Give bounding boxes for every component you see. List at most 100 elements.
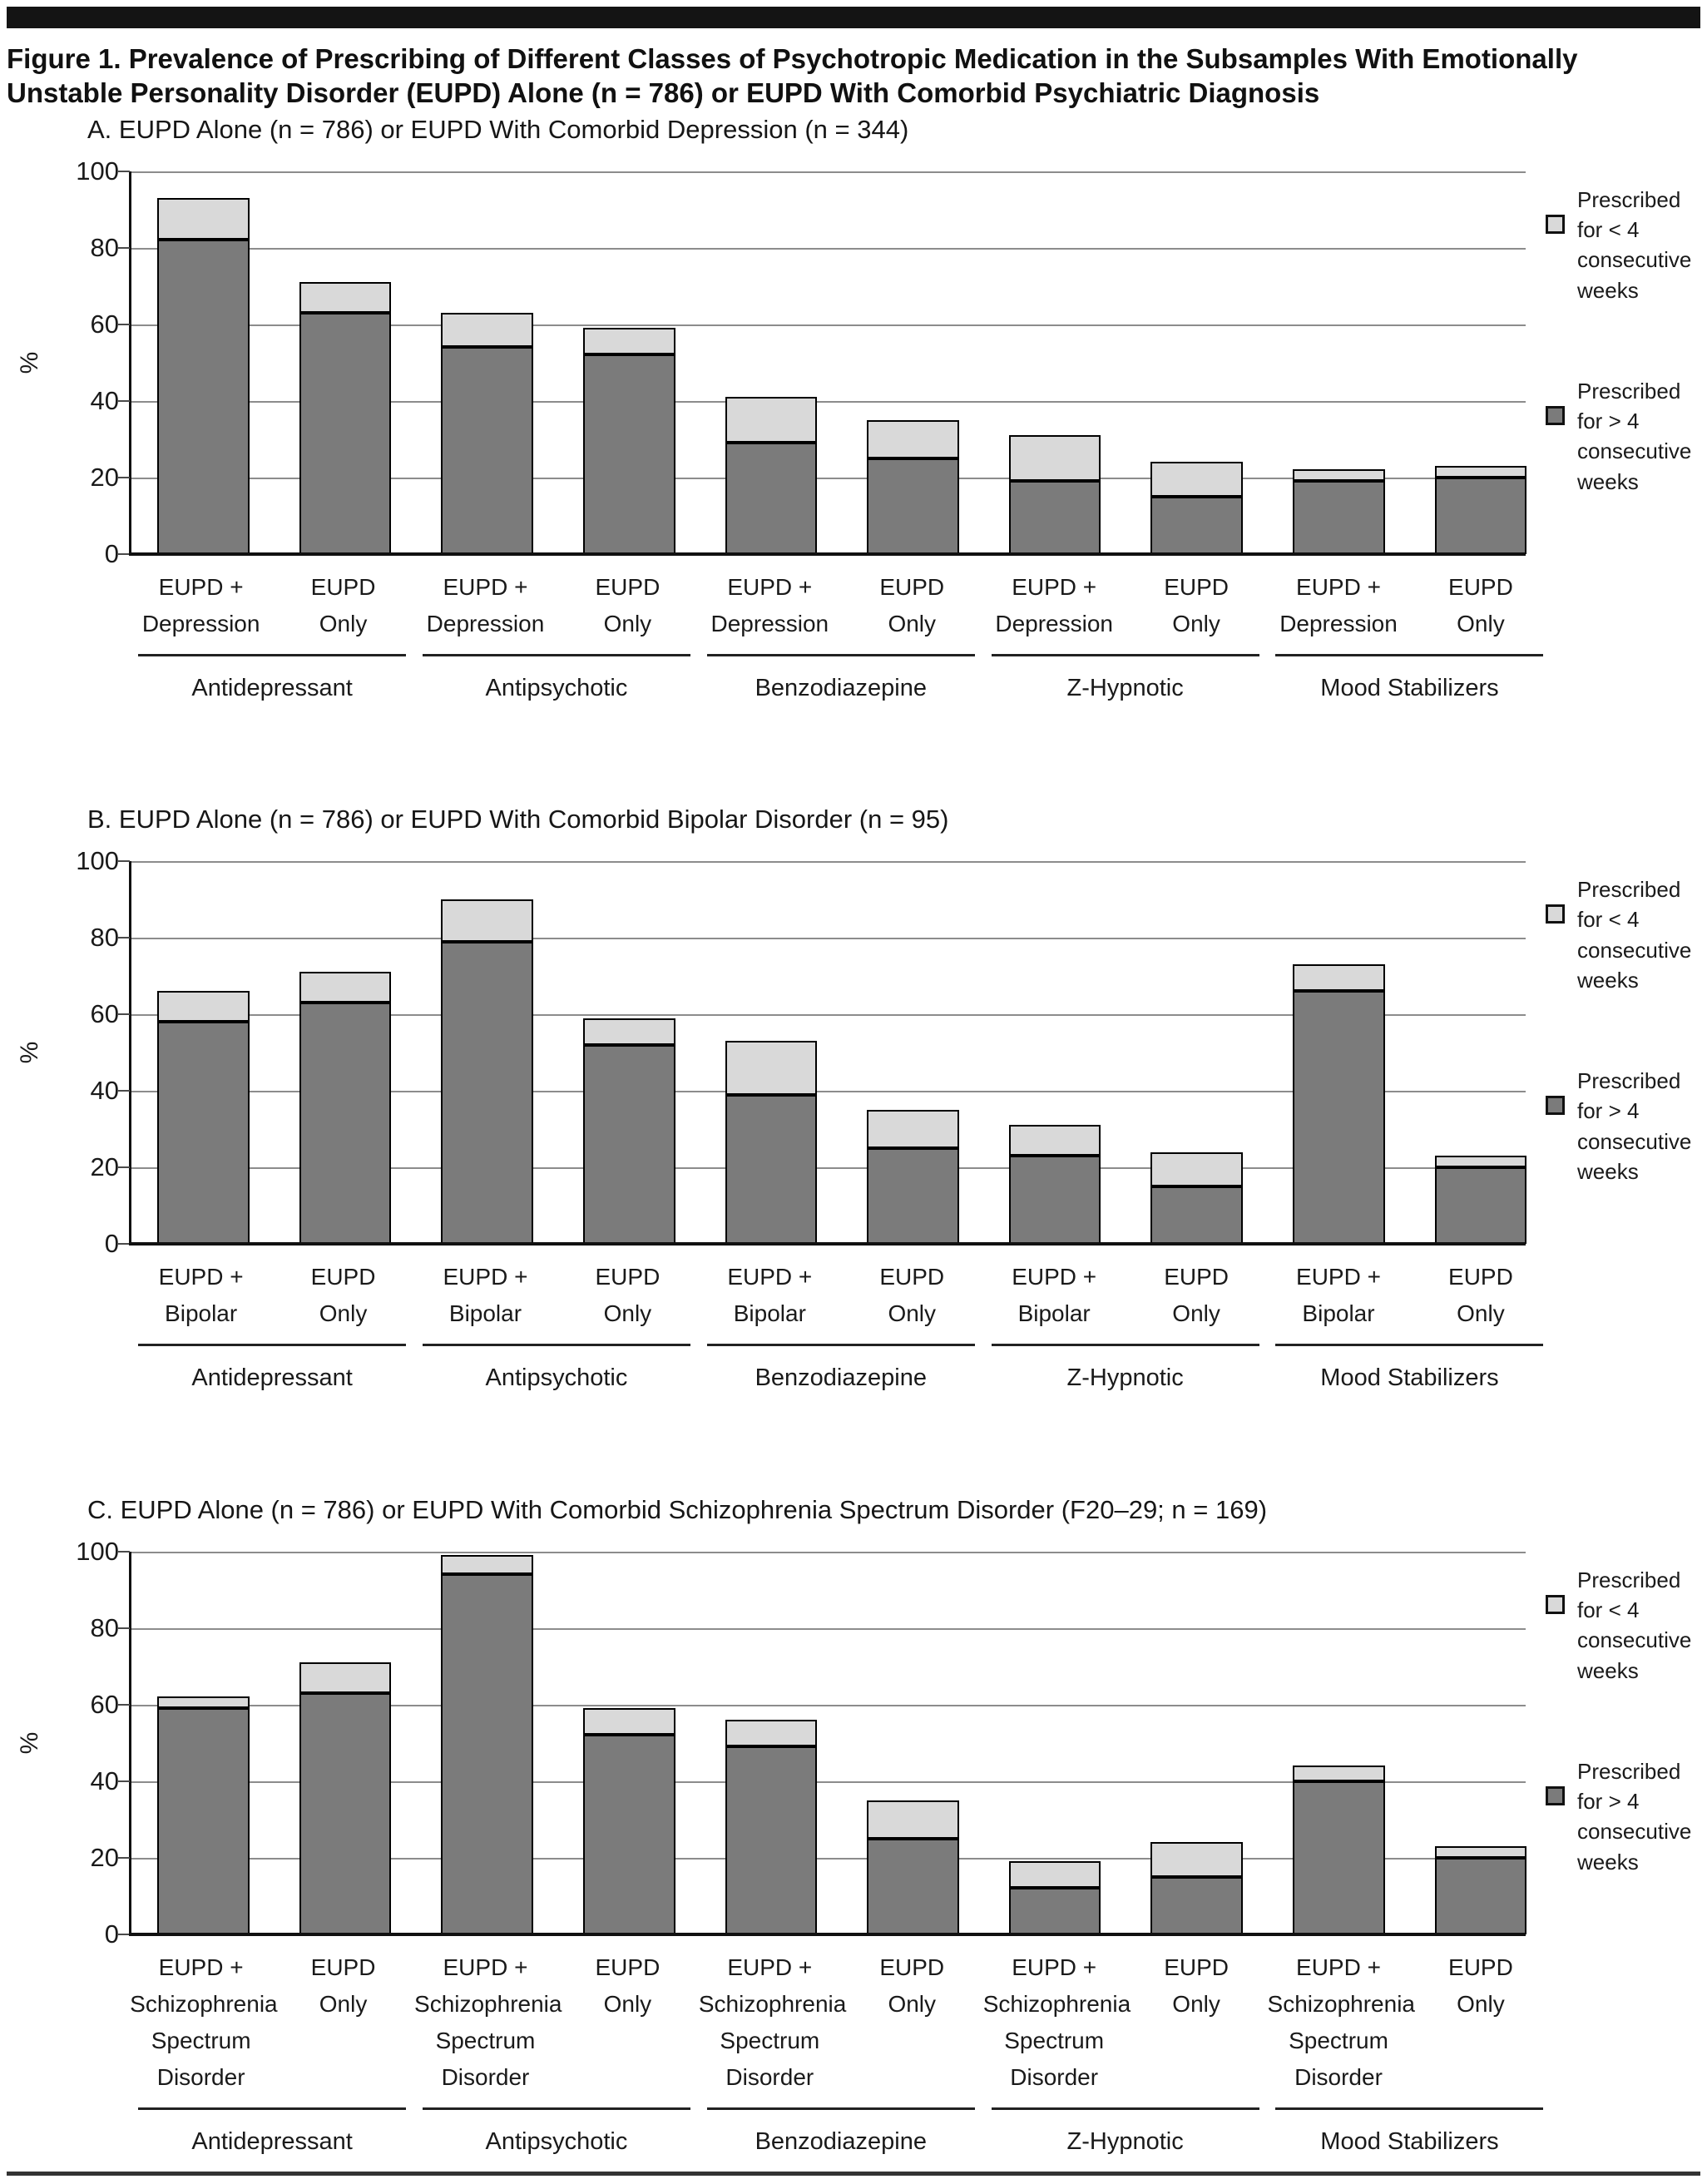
bar-label-line: Only [1457, 610, 1505, 636]
bar-segment-lt4-weeks [583, 1708, 675, 1736]
y-tick-label: 40 [90, 1076, 119, 1105]
chart-row: % 0 20 40 60 80 100 Prescribed for < 4 consec… [7, 848, 1700, 1257]
bar-label-line: Only [603, 610, 652, 636]
bar-label-line: EUPD + [1296, 1954, 1381, 1980]
gridline-60 [131, 324, 1526, 326]
bar-label-line: Spectrum [151, 2027, 251, 2053]
x-axis-labels: EUPD + Schizophrenia Spectrum Disorder EUPD O… [129, 1949, 1526, 2099]
group-underline [991, 1344, 1259, 1346]
bar-label-line: EUPD [1448, 1264, 1513, 1290]
legend-entry-gt4: Prescribed for > 4 consecutive weeks [1546, 376, 1704, 498]
bar-segment-gt4-weeks [1008, 481, 1101, 554]
medication-group: Mood Stabilizers [1275, 653, 1544, 705]
bar-label-line: Only [888, 610, 937, 636]
medication-group: Mood Stabilizers [1275, 1344, 1544, 1394]
y-tick-label: 40 [90, 1766, 119, 1795]
bar-segment-lt4-weeks [1150, 462, 1244, 497]
group-underline [706, 653, 975, 656]
bar-segment-gt4-weeks [867, 458, 959, 554]
group-label: Z-Hypnotic [1066, 1364, 1184, 1391]
bar-segment-lt4-weeks [299, 972, 392, 1003]
axis-tick [118, 1933, 130, 1935]
group-labels: Antidepressant Antipsychotic Benzodiazepin… [129, 653, 1544, 707]
axis-tick [118, 246, 130, 249]
bar-label-line: Schizophrenia [698, 1990, 847, 2017]
group-underline [706, 2107, 975, 2110]
bar-label-line: Schizophrenia [1267, 1990, 1415, 2017]
group-underline [422, 2107, 690, 2110]
group-labels: Antidepressant Antipsychotic Benzodiazepin… [129, 1344, 1544, 1397]
group-underline [1275, 2107, 1544, 2110]
bar-label: EUPD Only [841, 1949, 983, 2023]
y-tick-label: 0 [104, 1919, 119, 1949]
bar-segment-gt4-weeks [583, 1735, 675, 1934]
y-axis-title: % [16, 1731, 43, 1754]
bar-label-line: Only [319, 610, 368, 636]
x-axis-line [129, 1932, 1526, 1936]
bar-label: EUPD Only [557, 569, 699, 642]
bar-label-line: EUPD [879, 1954, 945, 1980]
bar-label: EUPD Only [1126, 1259, 1268, 1332]
y-tick-label: 60 [90, 309, 119, 339]
axis-tick [118, 170, 130, 172]
gridline-80 [131, 938, 1526, 939]
legend-swatch-gt4 [1546, 405, 1565, 425]
chart-row: % 0 20 40 60 80 100 Prescribed for < 4 consec… [7, 157, 1700, 567]
bar-label-line: Spectrum [435, 2027, 536, 2053]
plot-area [118, 1550, 1527, 1936]
bar-label-line: Depression [426, 610, 545, 636]
medication-group: Mood Stabilizers [1275, 2107, 1544, 2158]
bar-label-line: Disorder [1294, 2063, 1383, 2090]
y-tick-label: 60 [90, 1689, 119, 1719]
bar-label-line: Bipolar [448, 1300, 522, 1326]
axis-tick [118, 552, 130, 555]
y-axis-title-column: % [7, 171, 53, 554]
axis-tick [118, 1243, 130, 1245]
bar-segment-gt4-weeks [867, 1148, 959, 1244]
bar-label: EUPD + Depression [1268, 569, 1410, 642]
group-underline [1275, 1344, 1544, 1346]
medication-group: Z-Hypnotic [991, 2107, 1259, 2158]
bar-label-line: EUPD + [727, 573, 813, 600]
medication-group: Z-Hypnotic [991, 653, 1259, 705]
axis-tick [118, 1856, 130, 1859]
bar-segment-gt4-weeks [299, 312, 392, 554]
bar-segment-lt4-weeks [157, 991, 250, 1023]
legend-entry-lt4: Prescribed for < 4 consecutive weeks [1546, 1565, 1704, 1686]
y-tick-label: 60 [90, 999, 119, 1028]
bar-label: EUPD + Bipolar [1268, 1259, 1410, 1332]
legend: Prescribed for < 4 consecutive weeks Pres… [1526, 861, 1700, 1244]
bar-segment-gt4-weeks [1434, 477, 1527, 554]
bar-label: EUPD + Depression [130, 569, 272, 642]
legend-swatch-lt4 [1546, 214, 1565, 234]
bar-label-line: EUPD + [1012, 1954, 1097, 1980]
figure-title: Figure 1. Prevalence of Prescribing of D… [7, 42, 1700, 111]
legend-swatch-lt4 [1546, 904, 1565, 924]
bar-label-line: EUPD + [1296, 573, 1381, 600]
bar-label-line: EUPD [879, 573, 945, 600]
bar-segment-gt4-weeks [1150, 1876, 1244, 1934]
medication-group: Benzodiazepine [706, 653, 975, 705]
bar-segment-lt4-weeks [1434, 1156, 1527, 1167]
bar-segment-lt4-weeks [1150, 1842, 1244, 1877]
y-tick-label: 0 [104, 538, 119, 568]
bar-label-line: Only [888, 1990, 937, 2017]
bar-segment-gt4-weeks [1434, 1167, 1527, 1244]
bar-segment-lt4-weeks [725, 1041, 818, 1095]
group-underline [422, 1344, 690, 1346]
axis-tick [118, 1550, 130, 1553]
bar-label-line: EUPD [1164, 1954, 1229, 1980]
legend-label: Prescribed for > 4 consecutive weeks [1577, 378, 1692, 494]
bar-label-line: Spectrum [1004, 2027, 1105, 2053]
bar-segment-gt4-weeks [299, 1003, 392, 1244]
bar-label-line: Only [319, 1990, 368, 2017]
legend-swatch-gt4 [1546, 1096, 1565, 1115]
bar-label-line: Only [603, 1990, 652, 2017]
plot-area [118, 170, 1527, 556]
legend-entry-lt4: Prescribed for < 4 consecutive weeks [1546, 874, 1704, 996]
bar-label-line: EUPD + [158, 1954, 244, 1980]
y-tick-label: 40 [90, 385, 119, 415]
bar-label: EUPD Only [272, 569, 414, 642]
gridline-20 [131, 1167, 1526, 1169]
